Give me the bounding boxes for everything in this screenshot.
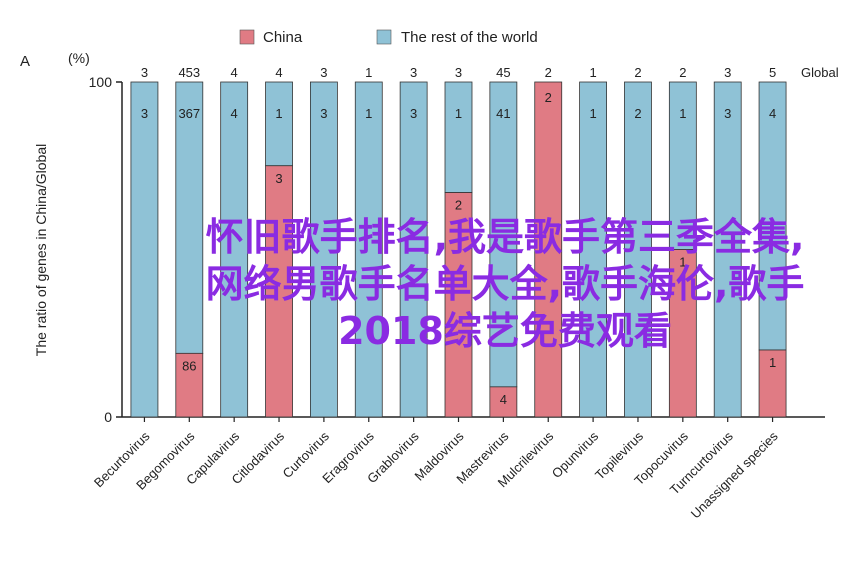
rest-count-label: 1 [589, 106, 596, 121]
bars [130, 81, 787, 418]
bar-rest-of-world [309, 81, 338, 418]
legend-label-rest: The rest of the world [401, 29, 538, 46]
legend-label-china: China [263, 29, 303, 46]
bar-china [444, 192, 473, 418]
y-tick-label: 0 [104, 409, 112, 425]
legend-swatch-china [239, 29, 255, 45]
bar-china [175, 352, 204, 418]
global-count-label: 2 [679, 65, 686, 80]
china-count-label: 1 [769, 355, 776, 370]
overlay-watermark-text: 怀旧歌手排名,我是歌手第三季全集,网络男歌手名单大全,歌手海伦,歌手2018综艺… [205, 215, 805, 353]
bar-rest-of-world [489, 81, 518, 388]
global-count-label: 2 [545, 65, 552, 80]
rest-count-label: 367 [178, 106, 200, 121]
global-count-label: 5 [769, 65, 776, 80]
bar-rest-of-world [444, 81, 473, 193]
bar-rest-of-world [265, 81, 293, 167]
rest-count-label: 3 [410, 106, 417, 121]
china-count-label: 3 [275, 171, 282, 186]
legend-swatch-rest [376, 29, 392, 45]
global-count-label: 3 [410, 65, 417, 80]
china-count-label: 1 [679, 255, 686, 270]
bar-china [489, 386, 518, 418]
rest-count-label: 3 [724, 106, 731, 121]
china-count-label: 2 [455, 198, 462, 213]
category-label: Unassigned species [688, 428, 781, 521]
bar-rest-of-world [579, 81, 607, 418]
rest-count-label: 4 [231, 106, 238, 121]
rest-count-label: 41 [496, 106, 510, 121]
panel-label: A [20, 53, 30, 70]
rest-count-label: 4 [769, 106, 776, 121]
rest-count-label: 3 [320, 106, 327, 121]
y-axis-label: The ratio of genes in China/Global [33, 144, 49, 356]
global-count-label: 3 [455, 65, 462, 80]
china-count-label: 2 [545, 90, 552, 105]
global-count-label: 3 [141, 65, 148, 80]
bar-rest-of-world [130, 81, 159, 418]
rest-count-label: 1 [679, 106, 686, 121]
rest-count-label: 2 [634, 106, 641, 121]
legend: China The rest of the world [239, 29, 538, 46]
china-count-label: 4 [500, 392, 507, 407]
global-count-label: 4 [231, 65, 238, 80]
bar-rest-of-world [713, 81, 742, 418]
bar-china [265, 165, 293, 418]
global-count-label: 3 [320, 65, 327, 80]
axes: 0 100 [89, 74, 825, 425]
global-count-label: 4 [275, 65, 282, 80]
global-label: Global [801, 65, 839, 80]
bar-rest-of-world [624, 81, 652, 418]
bar-china [758, 349, 787, 418]
rest-count-label: 1 [455, 106, 462, 121]
global-count-label: 45 [496, 65, 510, 80]
bar-rest-of-world [668, 81, 697, 250]
global-count-label: 3 [724, 65, 731, 80]
bar-rest-of-world [220, 81, 249, 418]
bar-rest-of-world [175, 81, 204, 354]
rest-count-label: 1 [365, 106, 372, 121]
rest-count-label: 3 [141, 106, 148, 121]
global-count-label: 1 [589, 65, 596, 80]
bar-china [668, 249, 697, 418]
bar-rest-of-world [758, 81, 787, 351]
global-count-label: 1 [365, 65, 372, 80]
global-count-label: 2 [634, 65, 641, 80]
rest-count-label: 1 [275, 106, 282, 121]
china-count-label: 86 [182, 358, 196, 373]
global-count-label: 453 [178, 65, 200, 80]
bar-rest-of-world [354, 81, 383, 418]
bar-china [534, 81, 563, 418]
y-tick-label: 100 [89, 74, 113, 90]
bar-rest-of-world [399, 81, 428, 418]
y-axis-unit: (%) [68, 50, 90, 66]
